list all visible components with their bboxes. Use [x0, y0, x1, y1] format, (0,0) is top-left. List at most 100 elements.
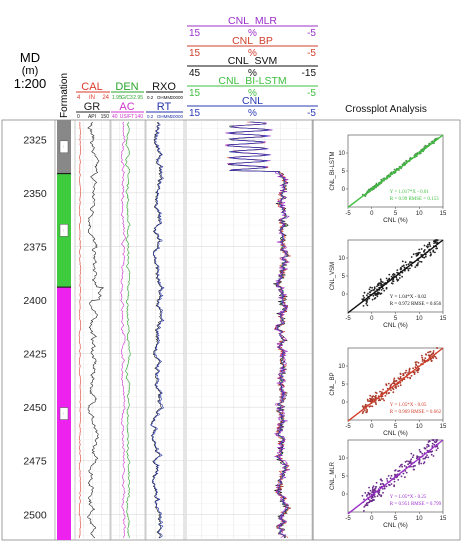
crossplot-point [370, 497, 373, 500]
crossplot-y-tick-label: 10 [338, 364, 345, 370]
crossplot-point [385, 286, 388, 289]
crossplot-point [407, 263, 410, 266]
crossplot-point [368, 288, 371, 291]
crossplot-point [391, 274, 394, 276]
crossplot-point [420, 462, 423, 465]
crossplot-point [399, 464, 402, 467]
crossplot-point [366, 298, 369, 301]
crossplot-xlabel: CNL (%) [383, 522, 408, 529]
crossplot-point [399, 274, 401, 276]
crossplot-point [410, 465, 412, 468]
crossplot-point [414, 266, 417, 268]
crossplot-point [402, 372, 405, 375]
crossplot-point [363, 296, 366, 299]
crossplot-point [421, 358, 424, 361]
crossplot-point [381, 391, 383, 394]
md-header: MD (m) 1:200 [14, 50, 47, 91]
crossplot-point [383, 289, 386, 292]
crossplot-point [414, 366, 417, 369]
crossplot-point [429, 245, 432, 248]
crossplot-point [436, 447, 439, 450]
crossplot-fit-line [347, 347, 444, 422]
formation-marker [59, 407, 69, 420]
crossplot-point [372, 398, 375, 400]
crossplot-point [376, 295, 379, 298]
crossplot-point [435, 247, 438, 250]
crossplot-point [363, 498, 365, 501]
crossplot-point [387, 475, 390, 477]
depth-label: 2500 [23, 509, 47, 521]
crossplot-point [371, 286, 373, 289]
crossplot-point [366, 494, 369, 496]
crossplot-point [430, 359, 433, 362]
cnl-header-max: -5 [307, 28, 316, 39]
formation-header: Formation [59, 73, 70, 118]
den-curve [125, 121, 131, 539]
crossplot-y-tick-label: 5 [342, 382, 346, 388]
crossplot-point [399, 376, 402, 378]
crossplot-point [435, 439, 438, 441]
track3-header: RXO 0.2 OHMM 20000 RT 0.2 OHMM 20000 [146, 81, 183, 119]
crossplot-point [368, 291, 371, 294]
crossplot-point [370, 289, 373, 292]
crossplot-point [429, 251, 432, 254]
crossplot-point [436, 347, 439, 349]
crossplot-point [364, 195, 367, 198]
crossplot-ylabel: CNL_BP [330, 372, 336, 395]
cal-title: CAL [81, 81, 102, 93]
gr-min: 0 [77, 114, 80, 120]
crossplot-y-tick-label: 0 [342, 400, 346, 406]
crossplot-point [410, 458, 413, 461]
crossplot-point [413, 371, 416, 374]
crossplot-point [365, 302, 368, 305]
depth-label: 2475 [23, 456, 47, 468]
rxo-curve [150, 121, 163, 539]
formation-label: ... [61, 229, 65, 232]
crossplot-point [377, 293, 380, 295]
crossplot-point [404, 470, 407, 472]
crossplot-point [369, 394, 372, 397]
crossplot-point [409, 261, 411, 263]
crossplot-point [385, 277, 388, 280]
crossplot-point [382, 388, 384, 391]
formation-label: ... [61, 145, 65, 148]
crossplot-x-tick-label: 10 [416, 516, 423, 522]
cnl-header-min: 15 [189, 48, 201, 59]
crossplot-xlabel: CNL (%) [383, 430, 408, 437]
ac-min: 40 [112, 114, 118, 120]
crossplot-point [361, 494, 364, 497]
crossplot-point [390, 483, 393, 485]
crossplot-point [386, 478, 388, 480]
crossplot-point [399, 384, 402, 387]
crossplot-y-tick-label: 0 [342, 187, 346, 193]
gr-title: GR [84, 101, 101, 113]
crossplot-point [399, 268, 402, 271]
crossplot-x-tick-label: 15 [440, 516, 447, 522]
cnl-header-unit: % [248, 68, 257, 79]
crossplot-point [380, 284, 382, 287]
track2-header: DEN 1.95 G/C3 2.95 AC 40 US/FT 140 [111, 81, 144, 120]
crossplot-point [412, 468, 415, 471]
crossplot-point [385, 485, 388, 488]
crossplot-point [405, 369, 408, 372]
crossplot-point [423, 250, 425, 253]
den-unit: G/C3 [121, 95, 133, 101]
cnl-header-max: -5 [307, 48, 316, 59]
crossplot-point [436, 445, 439, 448]
crossplot-point [371, 486, 374, 489]
crossplot-x-tick-label: 15 [440, 424, 447, 430]
crossplot-point [425, 456, 428, 458]
crossplot-y-tick-label: 0 [342, 492, 346, 498]
crossplot-point [386, 387, 389, 390]
crossplot-point [401, 265, 404, 268]
crossplot-panel: -5 0 5 10 15 0 5 10 CNL (%) CNL_BP Y = 1.05*X - 0.… [330, 347, 447, 437]
crossplot-point [376, 285, 378, 288]
depth-label: 2425 [23, 349, 47, 361]
crossplot-point [383, 399, 385, 402]
crossplot-point [398, 277, 401, 279]
crossplot-point [420, 354, 423, 357]
crossplot-point [404, 476, 406, 479]
crossplot-point [431, 445, 434, 447]
crossplot-x-tick-label: 0 [370, 424, 374, 430]
crossplot-point [409, 461, 411, 464]
